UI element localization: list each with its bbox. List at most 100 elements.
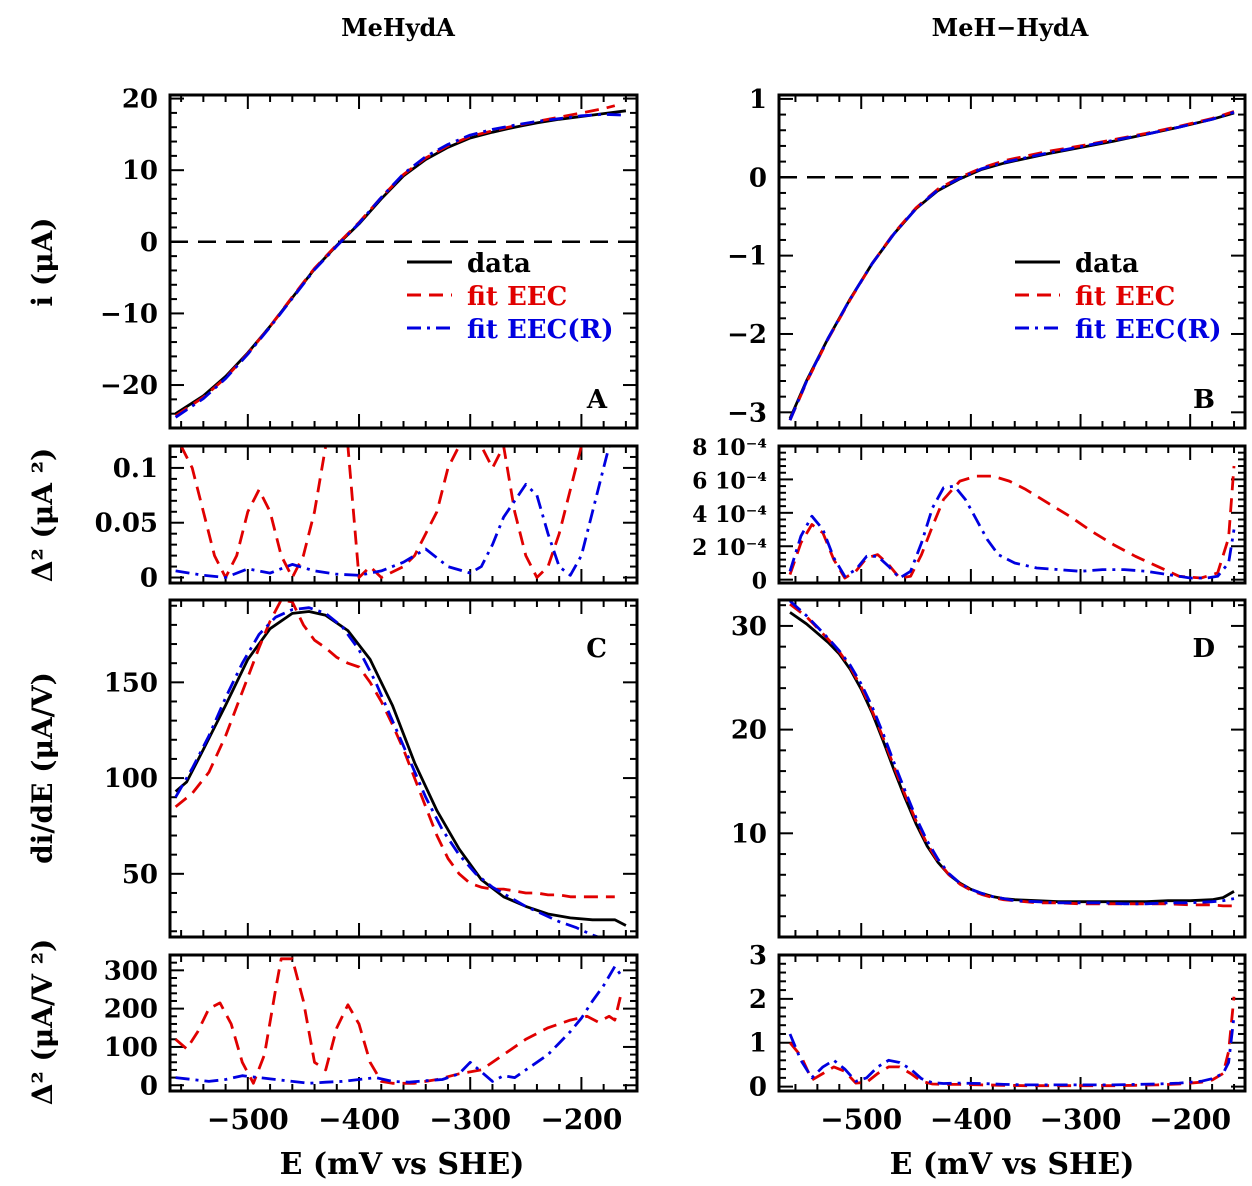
- panel-c-residual: 0 100 200 300 −500 −400 −300 −200 Δ² (μA/V ²): [26, 939, 639, 1136]
- legend-label: fit EEC(R): [1075, 315, 1222, 345]
- y-tick-label: 8 10⁻⁴: [692, 435, 767, 461]
- y-tick-label: 3: [749, 941, 767, 971]
- panel-a-residual: 0 0.05 0.1 Δ² (μA ²): [26, 444, 639, 594]
- plot-frame: [168, 444, 639, 585]
- panel-label: D: [1192, 634, 1215, 664]
- title-left: MeHydA: [341, 13, 455, 42]
- y-tick-label: 100: [104, 764, 158, 794]
- y-tick-label: 0: [749, 1073, 767, 1103]
- y-tick-label: −3: [727, 398, 767, 428]
- series-line-fit-eec-r: [788, 1016, 1236, 1087]
- series-line-fit-eec: [788, 110, 1235, 421]
- series-line-fit-eec-r: [789, 600, 1235, 906]
- x-axis-label-right: E (mV vs SHE): [890, 1147, 1135, 1182]
- series-line-fit-eec-r: [174, 112, 626, 419]
- y-tick-label: 100: [104, 1033, 158, 1063]
- y-tick-label: 0: [140, 228, 158, 258]
- series-line-fit-eec: [174, 600, 615, 899]
- y-tick-label: −20: [100, 371, 158, 401]
- series-line-fit-eec: [789, 602, 1234, 908]
- panel-label: A: [586, 385, 608, 415]
- y-tick-label: 10: [122, 156, 158, 186]
- series-group: [174, 957, 622, 1085]
- plot-frame: [777, 444, 1247, 585]
- series-group: [174, 104, 627, 419]
- legend-label: fit EEC(R): [467, 315, 614, 345]
- legend-label: data: [467, 249, 531, 279]
- series-line-data: [789, 611, 1235, 904]
- plot-frame: [777, 598, 1247, 939]
- series-group: [788, 996, 1236, 1088]
- y-tick-label: 1: [749, 85, 767, 115]
- series-line-fit-eec: [174, 104, 616, 417]
- y-tick-label: 30: [731, 612, 767, 642]
- y-axis-label: di/dE (μA/V): [26, 672, 59, 864]
- series-line-fit-eec-r: [788, 484, 1236, 580]
- series-group: [788, 465, 1236, 580]
- x-tick-label: −200: [1149, 1103, 1231, 1136]
- plot-frame: [777, 93, 1247, 430]
- series-line-data: [174, 610, 627, 927]
- series-line-data: [174, 109, 627, 415]
- panel-b-residual: 0 2 10⁻⁴ 4 10⁻⁴ 6 10⁻⁴ 8 10⁻⁴: [692, 435, 1247, 595]
- x-tick-label: −400: [318, 1103, 400, 1136]
- plot-frame: [168, 598, 639, 939]
- y-tick-label: 20: [731, 716, 767, 746]
- series-line-fit-eec: [174, 957, 622, 1085]
- y-tick-label: 6 10⁻⁴: [692, 468, 767, 494]
- y-tick-label: 0: [140, 1071, 158, 1101]
- y-tick-label: 1: [749, 1029, 767, 1059]
- plot-frame: [168, 93, 639, 430]
- y-tick-label: 50: [122, 860, 158, 890]
- series-group: [174, 600, 627, 937]
- x-axis-label-left: E (mV vs SHE): [280, 1147, 525, 1182]
- x-tick-label: −200: [540, 1103, 622, 1136]
- x-tick-label: −500: [820, 1103, 902, 1136]
- series-line-fit-eec-r: [174, 606, 603, 937]
- x-tick-label: −300: [1040, 1103, 1122, 1136]
- y-tick-label: 150: [104, 668, 158, 698]
- y-tick-label: 0.05: [95, 509, 158, 539]
- y-tick-label: 0.1: [113, 454, 158, 484]
- series-line-fit-eec: [788, 996, 1236, 1088]
- series-line-fit-eec-r: [788, 110, 1235, 421]
- panel-d: 10 20 30 D: [731, 598, 1247, 939]
- y-tick-label: −1: [727, 242, 767, 272]
- series-group: [789, 600, 1235, 908]
- y-tick-label: 4 10⁻⁴: [692, 502, 767, 528]
- y-tick-label: 0: [140, 564, 158, 594]
- plot-frame: [168, 953, 639, 1093]
- y-tick-label: −10: [100, 299, 158, 329]
- series-group: [788, 110, 1235, 421]
- panel-d-residual: 0 1 2 3 −500 −400 −300 −200: [749, 941, 1247, 1136]
- y-tick-label: 0: [749, 163, 767, 193]
- panel-c: 50 100 150 Cdi/dE (μA/V): [26, 598, 639, 939]
- x-tick-label: −500: [207, 1103, 289, 1136]
- legend-label: data: [1075, 249, 1139, 279]
- y-axis-label: i (μA): [26, 217, 59, 306]
- x-tick-label: −400: [930, 1103, 1012, 1136]
- y-tick-label: 0: [752, 569, 767, 595]
- y-tick-label: 20: [122, 85, 158, 115]
- series-line-fit-eec-r: [175, 446, 611, 579]
- legend-label: fit EEC: [1075, 282, 1175, 312]
- y-axis-label: Δ² (μA/V ²): [26, 939, 59, 1105]
- series-line-fit-eec-r: [175, 965, 622, 1085]
- y-tick-label: 2: [749, 985, 767, 1015]
- legend-label: fit EEC: [467, 282, 567, 312]
- x-tick-label: −300: [429, 1103, 511, 1136]
- series-line-fit-eec: [179, 446, 593, 579]
- y-tick-label: 10: [731, 819, 767, 849]
- series-group: [175, 446, 611, 579]
- y-tick-label: −2: [727, 320, 767, 350]
- y-tick-label: 200: [104, 995, 158, 1025]
- plot-frame: [777, 953, 1247, 1093]
- y-axis-label: Δ² (μA ²): [26, 448, 59, 582]
- panel-label: B: [1193, 385, 1215, 415]
- panel-label: C: [586, 634, 607, 664]
